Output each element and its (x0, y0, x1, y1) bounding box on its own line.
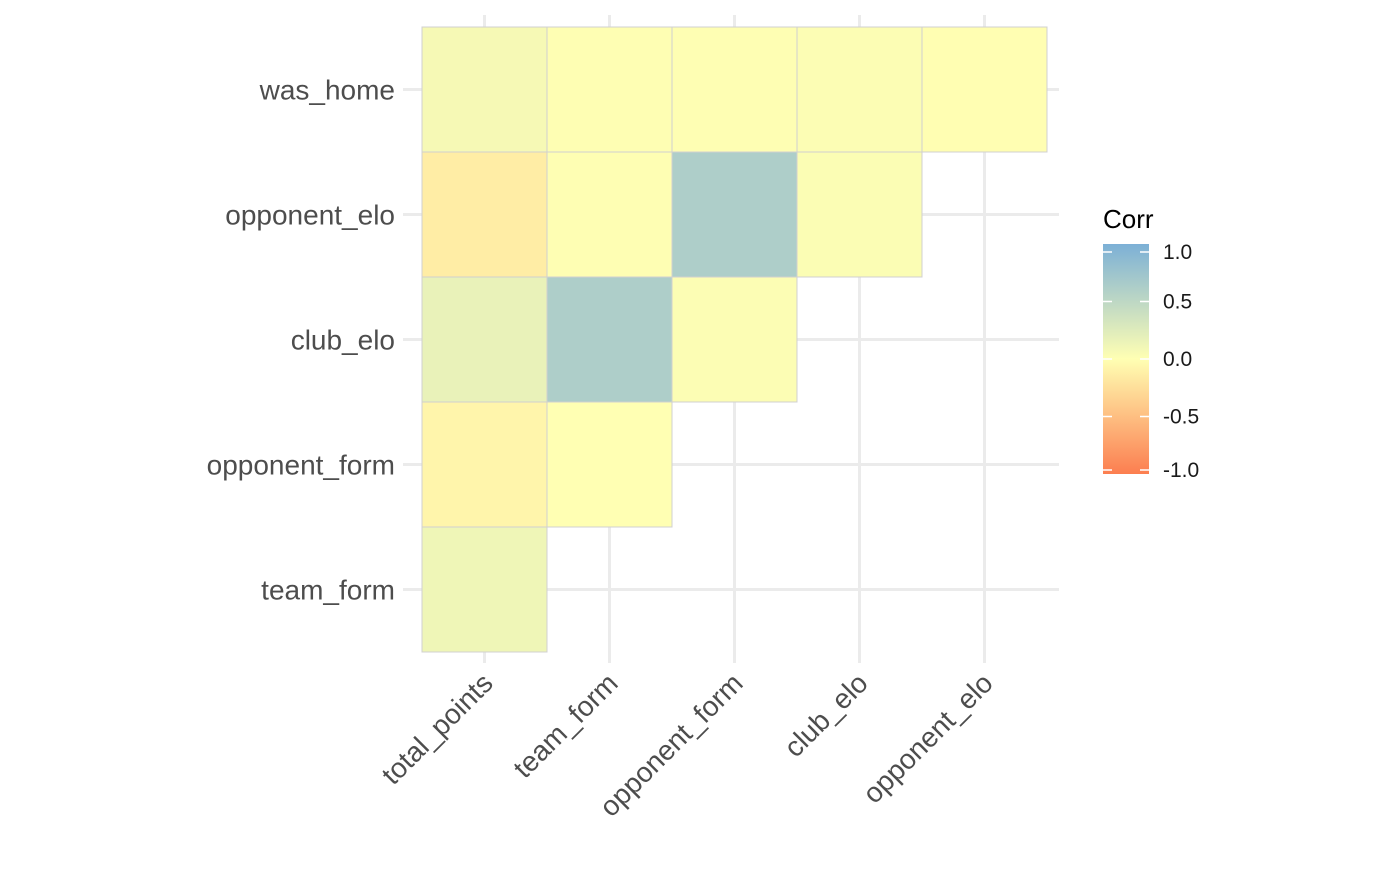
legend-tick-label-1: 0.5 (1163, 291, 1192, 314)
legend-title: Corr (1103, 204, 1154, 234)
heatmap-tile-total_points-club_elo (421, 276, 548, 403)
legend-tick-label-0: 1.0 (1163, 241, 1192, 264)
y-tick-label-opponent_elo: opponent_elo (225, 200, 395, 231)
heatmap-tile-team_form-opponent_form (546, 401, 673, 528)
heatmap-tile-team_form-club_elo (546, 276, 673, 403)
x-tick-label-opponent_elo: opponent_elo (857, 667, 999, 809)
tile-layer (421, 26, 1048, 653)
heatmap-tile-club_elo-opponent_elo (796, 151, 923, 278)
legend-tick-label-3: -0.5 (1163, 406, 1199, 429)
y-tick-label-opponent_form: opponent_form (207, 450, 395, 481)
y-tick-label-team_form: team_form (261, 575, 395, 606)
heatmap-tile-opponent_form-opponent_elo (671, 151, 798, 278)
heatmap-tile-total_points-team_form (421, 526, 548, 653)
y-tick-label-club_elo: club_elo (291, 325, 395, 356)
x-tick-label-total_points: total_points (376, 667, 499, 790)
y-tick-label-was_home: was_home (259, 75, 395, 106)
legend: Corr 1.0 0.5 0.0 -0.5 -1.0 (1103, 204, 1199, 482)
x-tick-label-club_elo: club_elo (778, 667, 874, 763)
heatmap-tile-club_elo-was_home (796, 26, 923, 153)
legend-tick-label-4: -1.0 (1163, 459, 1199, 482)
heatmap-tile-total_points-opponent_form (421, 401, 548, 528)
heatmap-tile-opponent_elo-was_home (921, 26, 1048, 153)
x-tick-label-team_form: team_form (507, 667, 624, 784)
legend-tick-label-2: 0.0 (1163, 348, 1192, 371)
heatmap-tile-team_form-was_home (546, 26, 673, 153)
heatmap-tile-total_points-opponent_elo (421, 151, 548, 278)
heatmap-tile-opponent_form-was_home (671, 26, 798, 153)
heatmap-tile-team_form-opponent_elo (546, 151, 673, 278)
heatmap-tile-opponent_form-club_elo (671, 276, 798, 403)
heatmap-tile-total_points-was_home (421, 26, 548, 153)
